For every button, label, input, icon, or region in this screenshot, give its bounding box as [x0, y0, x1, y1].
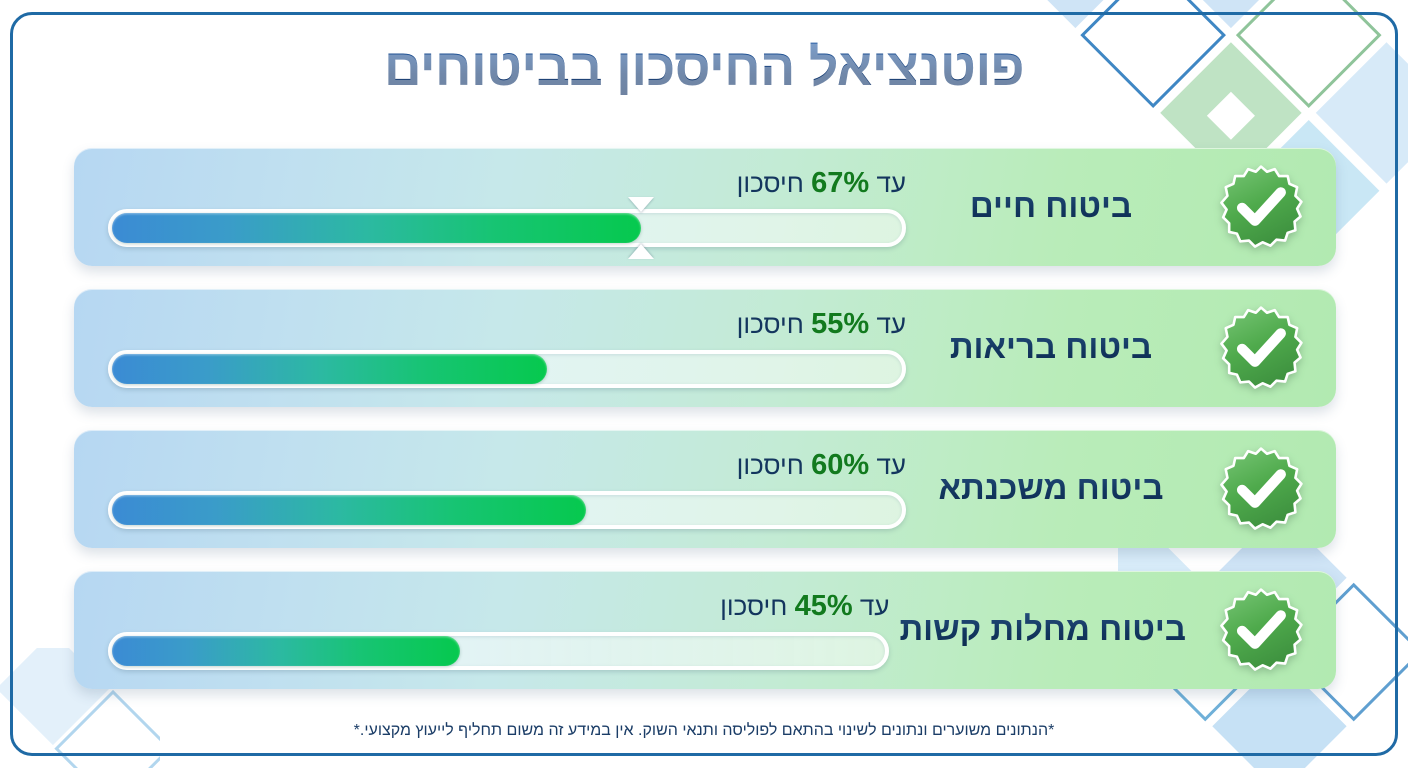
meter-block: עד 55% חיסכון — [74, 289, 916, 407]
check-badge-icon — [1220, 447, 1303, 530]
insurance-label: ביטוח בריאות — [916, 328, 1186, 368]
savings-caption: עד 60% חיסכון — [108, 449, 906, 482]
percent-value: 60% — [811, 449, 870, 481]
percent-value: 67% — [811, 167, 870, 199]
caption-prefix: עד — [876, 168, 906, 198]
badge-container — [1186, 305, 1336, 391]
savings-caption: עד 67% חיסכון — [108, 167, 906, 200]
marker-triangle-bottom-icon — [628, 244, 655, 259]
badge-container — [1186, 446, 1336, 532]
savings-caption: עד 45% חיסכון — [108, 590, 889, 623]
meter-block: עד 60% חיסכון — [74, 430, 916, 548]
savings-caption: עד 55% חיסכון — [108, 308, 906, 341]
meter-block: עד 45% חיסכון — [74, 571, 899, 689]
insurance-row-mortgage[interactable]: ביטוח משכנתא עד 60% חיסכון — [74, 430, 1336, 548]
progress-bar-fill — [112, 636, 461, 666]
insurance-rows-list: ביטוח חיים עד 67% חיסכון — [74, 148, 1336, 712]
check-badge-icon — [1220, 165, 1303, 248]
caption-prefix: עד — [859, 591, 890, 621]
caption-suffix: חיסכון — [736, 450, 804, 480]
insurance-label: ביטוח חיים — [916, 187, 1186, 227]
insurance-row-health[interactable]: ביטוח בריאות עד 55% חיסכון — [74, 289, 1336, 407]
progress-bar-track[interactable] — [108, 350, 906, 388]
percent-value: 55% — [811, 308, 870, 340]
caption-suffix: חיסכון — [736, 309, 804, 339]
caption-prefix: עד — [876, 450, 906, 480]
progress-bar-fill — [112, 354, 547, 384]
check-badge-icon — [1220, 588, 1303, 671]
marker-triangle-top-icon — [628, 197, 655, 212]
insurance-row-life[interactable]: ביטוח חיים עד 67% חיסכון — [74, 148, 1336, 266]
disclaimer-footnote: *הנתונים משוערים ונתונים לשינוי בהתאם לפ… — [353, 722, 1055, 739]
page-frame-border — [10, 12, 1398, 756]
caption-suffix: חיסכון — [736, 168, 804, 198]
progress-bar-fill — [112, 495, 586, 525]
insurance-label: ביטוח מחלות קשות — [899, 610, 1186, 650]
badge-container — [1186, 164, 1336, 250]
progress-bar-track[interactable] — [108, 491, 906, 529]
check-badge-icon — [1220, 306, 1303, 389]
caption-prefix: עד — [876, 309, 906, 339]
percent-value: 45% — [794, 590, 853, 622]
progress-bar-track[interactable] — [108, 632, 890, 670]
progress-bar-fill — [112, 213, 642, 243]
badge-container — [1186, 587, 1336, 673]
caption-suffix: חיסכון — [720, 591, 788, 621]
meter-block: עד 67% חיסכון — [74, 148, 916, 266]
page-title: פוטנציאל החיסכון בביטוחים — [0, 38, 1408, 98]
insurance-label: ביטוח משכנתא — [916, 469, 1186, 509]
insurance-row-critical-illness[interactable]: ביטוח מחלות קשות עד 45% חיסכון — [74, 571, 1336, 689]
progress-bar-track[interactable] — [108, 197, 906, 259]
